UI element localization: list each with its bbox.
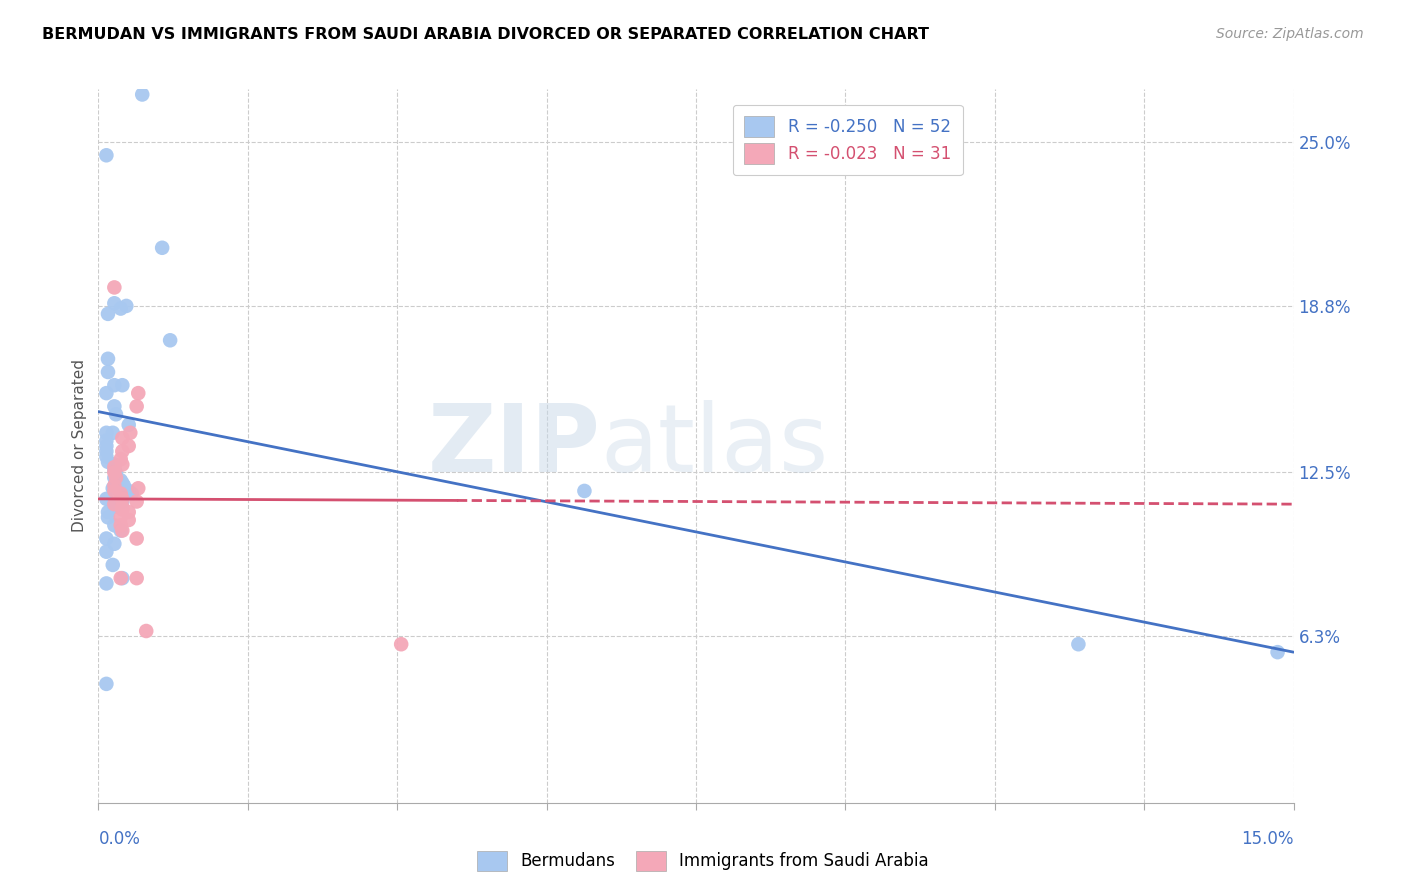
Point	[111, 500, 134, 514]
Text: atlas: atlas	[600, 400, 828, 492]
Point	[96, 450, 118, 464]
Point	[111, 491, 134, 506]
Point	[103, 497, 125, 511]
Point	[125, 532, 148, 546]
Point	[96, 434, 118, 448]
Point	[574, 483, 596, 498]
Point	[1067, 637, 1090, 651]
Point	[118, 483, 141, 498]
Legend: Bermudans, Immigrants from Saudi Arabia: Bermudans, Immigrants from Saudi Arabia	[470, 842, 936, 880]
Point	[103, 537, 125, 551]
Text: Source: ZipAtlas.com: Source: ZipAtlas.com	[1216, 27, 1364, 41]
Point	[111, 489, 134, 503]
Point	[96, 444, 118, 458]
Point	[103, 500, 125, 514]
Point	[125, 571, 148, 585]
Point	[110, 474, 132, 488]
Point	[118, 417, 141, 432]
Point	[103, 378, 125, 392]
Point	[103, 478, 125, 492]
Point	[111, 502, 134, 516]
Point	[104, 471, 127, 485]
Point	[97, 351, 120, 366]
Point	[103, 471, 125, 485]
Point	[96, 386, 118, 401]
Point	[110, 518, 132, 533]
Point	[97, 510, 120, 524]
Y-axis label: Divorced or Separated: Divorced or Separated	[72, 359, 87, 533]
Point	[135, 624, 157, 638]
Text: ZIP: ZIP	[427, 400, 600, 492]
Point	[115, 299, 138, 313]
Point	[110, 510, 132, 524]
Point	[110, 486, 132, 500]
Legend: R = -0.250   N = 52, R = -0.023   N = 31: R = -0.250 N = 52, R = -0.023 N = 31	[733, 104, 963, 176]
Point	[104, 407, 127, 421]
Point	[118, 505, 141, 519]
Point	[111, 524, 134, 538]
Point	[111, 458, 134, 472]
Point	[103, 458, 125, 472]
Point	[96, 439, 118, 453]
Point	[96, 491, 118, 506]
Point	[104, 466, 127, 480]
Point	[103, 460, 125, 475]
Point	[121, 486, 143, 500]
Point	[103, 497, 125, 511]
Point	[1267, 645, 1289, 659]
Point	[96, 425, 118, 440]
Point	[110, 524, 132, 538]
Text: 15.0%: 15.0%	[1241, 830, 1294, 847]
Point	[389, 637, 412, 651]
Point	[112, 478, 135, 492]
Point	[103, 518, 125, 533]
Point	[111, 431, 134, 445]
Point	[103, 400, 125, 414]
Point	[96, 532, 118, 546]
Point	[103, 280, 125, 294]
Text: 0.0%: 0.0%	[98, 830, 141, 847]
Point	[96, 148, 118, 162]
Point	[127, 386, 149, 401]
Point	[103, 296, 125, 310]
Point	[118, 439, 141, 453]
Point	[110, 452, 132, 467]
Point	[101, 481, 124, 495]
Text: BERMUDAN VS IMMIGRANTS FROM SAUDI ARABIA DIVORCED OR SEPARATED CORRELATION CHART: BERMUDAN VS IMMIGRANTS FROM SAUDI ARABIA…	[42, 27, 929, 42]
Point	[111, 571, 134, 585]
Point	[97, 455, 120, 469]
Point	[111, 378, 134, 392]
Point	[96, 677, 118, 691]
Point	[125, 494, 148, 508]
Point	[103, 483, 125, 498]
Point	[97, 307, 120, 321]
Point	[110, 571, 132, 585]
Point	[111, 494, 134, 508]
Point	[96, 576, 118, 591]
Point	[111, 475, 134, 490]
Point	[150, 241, 173, 255]
Point	[96, 545, 118, 559]
Point	[110, 301, 132, 316]
Point	[103, 463, 125, 477]
Point	[101, 425, 124, 440]
Point	[131, 87, 153, 102]
Point	[97, 365, 120, 379]
Point	[127, 481, 149, 495]
Point	[120, 425, 142, 440]
Point	[125, 400, 148, 414]
Point	[103, 466, 125, 480]
Point	[159, 333, 181, 347]
Point	[118, 513, 141, 527]
Point	[97, 505, 120, 519]
Point	[101, 558, 124, 572]
Point	[111, 444, 134, 458]
